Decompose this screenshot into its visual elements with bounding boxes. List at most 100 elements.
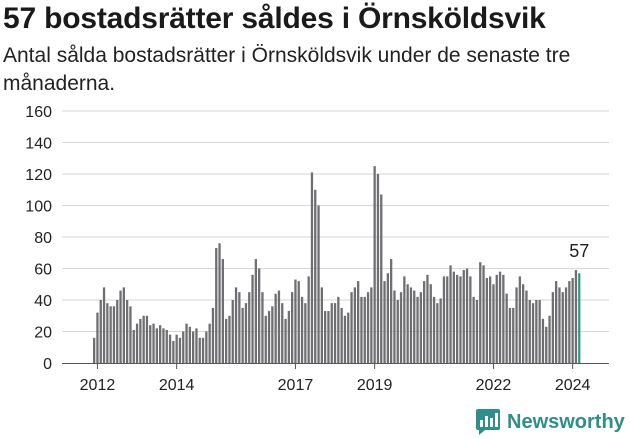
- bar: [353, 287, 356, 363]
- bar: [528, 300, 531, 363]
- bar: [208, 323, 211, 364]
- bar: [561, 292, 564, 364]
- bar: [185, 323, 188, 364]
- bar: [264, 315, 267, 363]
- bar: [390, 259, 393, 363]
- bar: [472, 296, 475, 363]
- bar: [538, 300, 541, 363]
- y-tick-label: 80: [34, 230, 52, 247]
- bar: [449, 265, 452, 363]
- newsworthy-logo-icon: [476, 409, 500, 435]
- bar: [465, 268, 469, 363]
- bar: [294, 279, 297, 363]
- bar: [482, 265, 485, 363]
- last-value-label: 57: [569, 241, 589, 261]
- bar: [102, 287, 106, 363]
- bar: [234, 287, 238, 363]
- bar: [446, 276, 449, 364]
- bar: [469, 276, 472, 364]
- bar: [132, 329, 135, 363]
- bar: [370, 287, 373, 363]
- bar: [205, 331, 208, 363]
- bar: [479, 262, 482, 363]
- newsworthy-logo-text: Newsworthy: [507, 410, 625, 433]
- bar: [574, 270, 578, 363]
- bar: [347, 312, 350, 363]
- bar: [162, 328, 165, 363]
- x-tick-label: 2014: [159, 377, 195, 394]
- bar: [340, 307, 343, 364]
- x-tick-label: 2024: [555, 377, 591, 394]
- bar: [112, 306, 116, 363]
- bar: [267, 311, 271, 363]
- bar: [172, 340, 175, 363]
- bar: [261, 292, 264, 364]
- bar: [462, 270, 465, 363]
- bar: [426, 274, 429, 363]
- bar: [515, 287, 518, 363]
- bar: [498, 271, 502, 363]
- bar: [248, 292, 251, 364]
- bar: [218, 243, 221, 363]
- bar: [215, 248, 218, 363]
- bar: [152, 323, 155, 364]
- bar: [122, 287, 125, 363]
- bar: [155, 328, 158, 363]
- bar: [436, 303, 439, 363]
- bar: [274, 293, 277, 363]
- bar: [165, 329, 168, 363]
- bar: [489, 276, 492, 364]
- bar: [304, 303, 307, 363]
- bar: [225, 318, 228, 363]
- bar: [126, 300, 129, 363]
- bar: [525, 290, 528, 363]
- bar: [228, 315, 231, 363]
- bar: [99, 300, 102, 363]
- bar: [439, 298, 442, 363]
- bar: [241, 307, 244, 364]
- bar: [518, 276, 521, 364]
- bar: [456, 274, 459, 363]
- bar: [366, 292, 370, 364]
- bar: [548, 315, 551, 363]
- bar: [324, 311, 327, 363]
- bar: [545, 326, 548, 363]
- y-tick-label: 40: [34, 293, 52, 310]
- bar: [149, 325, 152, 363]
- bar: [423, 281, 426, 363]
- bar: [564, 287, 568, 363]
- bar: [188, 326, 191, 363]
- bar: [376, 174, 380, 363]
- bar: [195, 328, 198, 363]
- bar: [555, 281, 558, 363]
- bar: [495, 274, 498, 363]
- bar: [406, 284, 409, 363]
- bar: [578, 273, 581, 363]
- bar: [297, 281, 300, 363]
- bar: [182, 331, 185, 363]
- bar: [119, 290, 122, 363]
- y-tick-label: 160: [25, 104, 52, 121]
- bar: [535, 300, 538, 363]
- y-tick-label: 100: [25, 199, 52, 216]
- bar: [531, 303, 535, 363]
- bar: [432, 296, 436, 363]
- bar: [139, 318, 142, 363]
- bar: [231, 300, 234, 363]
- bar: [96, 312, 99, 363]
- bar: [198, 337, 201, 363]
- bar: [238, 292, 241, 364]
- bar: [254, 259, 257, 363]
- chart-title: 57 bostadsrätter såldes i Örnsköldsvik: [3, 2, 546, 35]
- bar: [159, 325, 162, 363]
- bar: [251, 274, 254, 363]
- bar: [178, 337, 182, 363]
- bar: [168, 334, 172, 363]
- bar: [135, 323, 139, 364]
- bar: [363, 296, 366, 363]
- y-tick-label: 0: [43, 356, 52, 373]
- bar: [307, 276, 310, 364]
- bar: [380, 194, 383, 363]
- bar: [175, 334, 178, 363]
- bar: [291, 292, 294, 364]
